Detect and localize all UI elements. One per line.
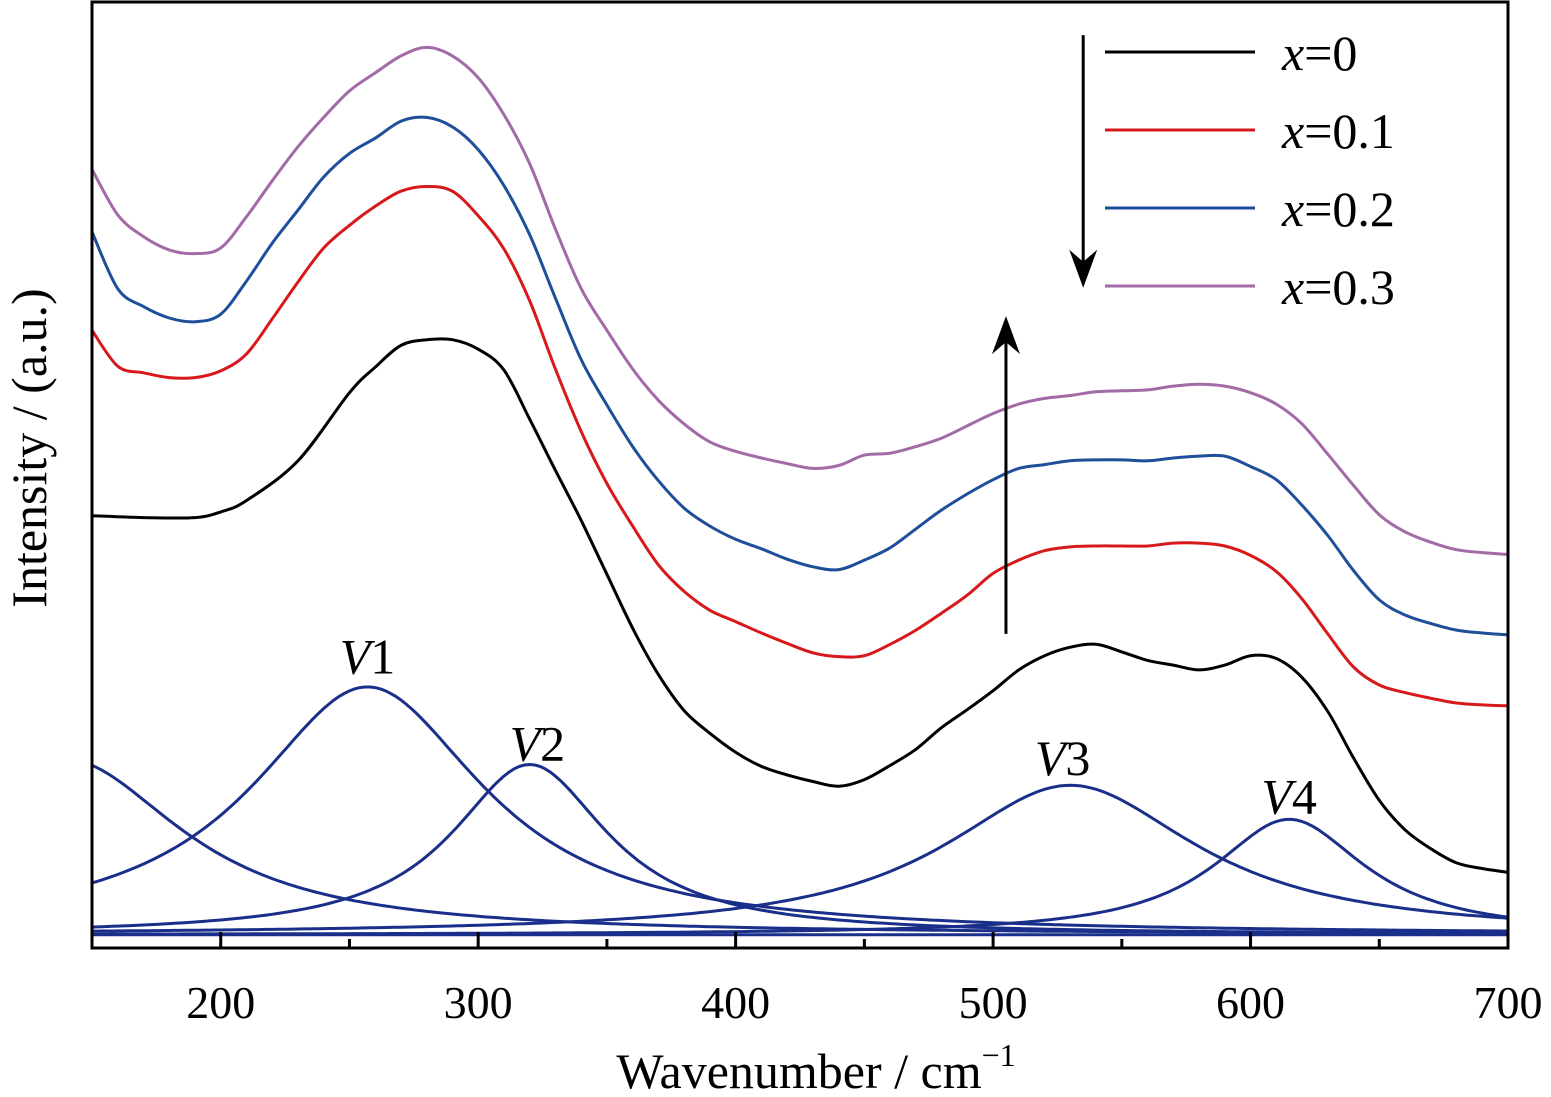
legend-item-x=0: x=0 [1105,25,1357,81]
plot-frame [90,0,1510,950]
legend-label: x=0.2 [1281,181,1395,237]
series-line-x=0.3 [92,45,1508,556]
legend-item-x=0.1: x=0.1 [1105,103,1395,159]
fit-curve-1 [92,685,1508,933]
legend-item-x=0.3: x=0.3 [1105,259,1395,315]
spectra-series [92,45,1508,874]
x-tick-label-300: 300 [444,977,513,1028]
x-tick-label-700: 700 [1474,977,1543,1028]
x-axis-title-text: Wavenumber / cm [616,1043,981,1097]
x-axis-title-superscript: −1 [982,1037,1016,1073]
series-line-x=0.1 [92,184,1508,708]
trend-arrows [991,35,1098,634]
fit-components [92,685,1508,937]
legend: x=0 x=0.1 x=0.2 x=0.3 [1105,25,1395,315]
series-line-x=0 [92,337,1508,874]
x-axis-ticks: 200 300 400 500 600 700 [90,932,1543,1028]
legend-item-x=0.2: x=0.2 [1105,181,1395,237]
peak-label-V3: V3 [1035,730,1091,786]
fit-curve-3 [92,783,1508,933]
x-tick-label-400: 400 [701,977,770,1028]
peak-label-V2: V2 [510,716,566,772]
x-axis-title: Wavenumber / cm−1 [616,1037,1015,1097]
x-tick-label-600: 600 [1216,977,1285,1028]
legend-label: x=0.1 [1281,103,1395,159]
legend-label: x=0 [1281,25,1357,81]
y-axis-title: Intensity / (a.u.) [1,288,57,607]
series-line-x=0.2 [92,115,1508,637]
x-tick-label-500: 500 [959,977,1028,1028]
x-tick-label-200: 200 [186,977,255,1028]
arrow-down [1069,35,1098,288]
peak-labels: V1 V2 V3 V4 [340,629,1317,825]
fit-curve-5 [92,763,1508,935]
peak-label-V1: V1 [340,629,396,685]
arrow-up [991,316,1020,634]
peak-label-V4: V4 [1261,769,1317,825]
legend-label: x=0.3 [1281,259,1395,315]
